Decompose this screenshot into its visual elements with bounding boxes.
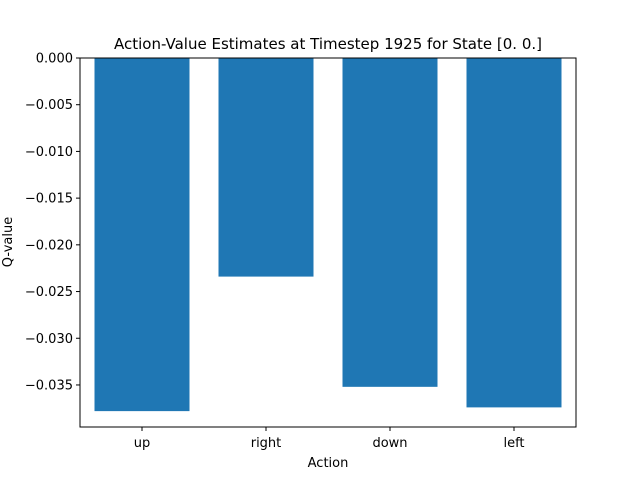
- x-axis-label: Action: [308, 456, 349, 471]
- y-tick-label: −0.005: [25, 98, 73, 113]
- y-tick-label: 0.000: [36, 52, 73, 67]
- bar-right: [218, 58, 314, 277]
- axes-layer: up right down left 0.000 −0.005 −0.010 −0.015 −0…: [25, 52, 577, 451]
- x-tick-label: down: [372, 436, 407, 451]
- x-tick-label: up: [134, 436, 151, 451]
- plot-frame: [79, 57, 577, 428]
- y-tick-label: −0.010: [25, 145, 73, 160]
- y-tick-label: −0.035: [25, 378, 73, 393]
- bar-left: [466, 58, 562, 408]
- y-axis-label: Q-value: [1, 217, 16, 267]
- x-tick-label: right: [251, 436, 282, 451]
- x-tick-label: left: [503, 436, 524, 451]
- y-tick-label: −0.020: [25, 238, 73, 253]
- y-tick-label: −0.025: [25, 285, 73, 300]
- y-tick-label: −0.030: [25, 332, 73, 347]
- chart-title: Action-Value Estimates at Timestep 1925 …: [114, 35, 542, 53]
- bar-up: [94, 58, 190, 412]
- y-tick-label: −0.015: [25, 192, 73, 207]
- bar-down: [342, 58, 438, 387]
- bars-layer: [94, 58, 562, 412]
